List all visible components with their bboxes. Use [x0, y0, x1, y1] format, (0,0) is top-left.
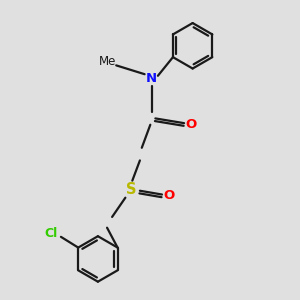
Text: O: O: [163, 189, 175, 202]
Text: N: N: [146, 72, 157, 86]
Text: Me: Me: [99, 55, 116, 68]
Text: Cl: Cl: [45, 227, 58, 240]
Text: O: O: [185, 118, 197, 131]
Text: S: S: [126, 182, 136, 197]
